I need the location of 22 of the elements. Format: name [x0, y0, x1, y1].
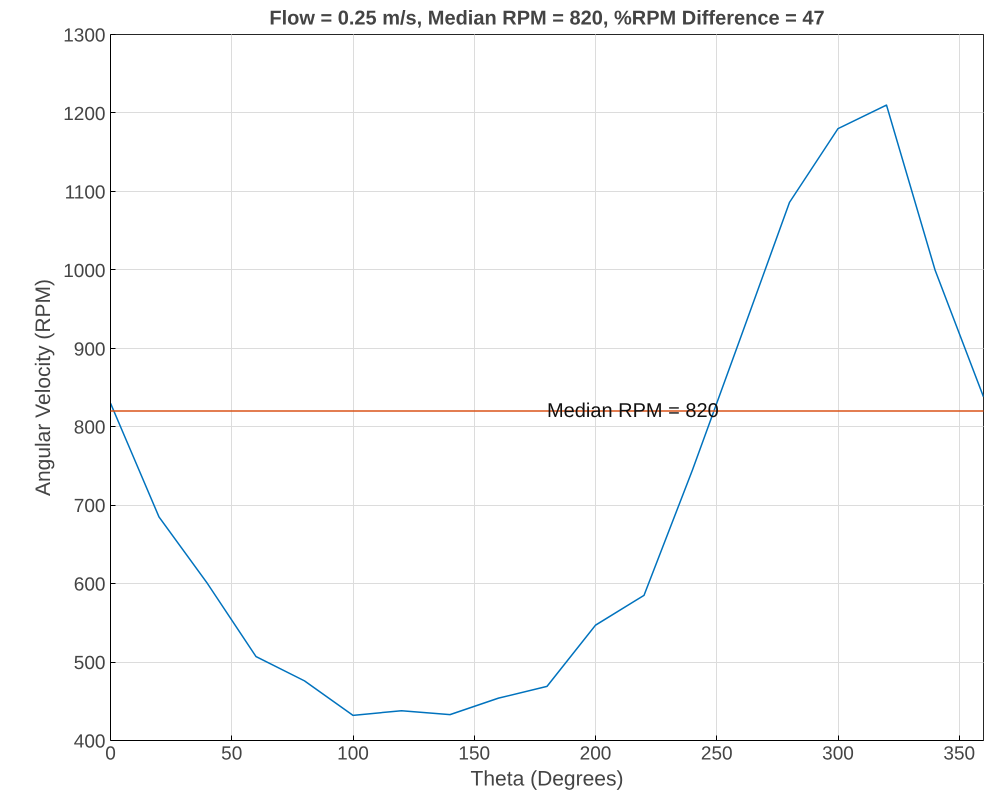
y-tick-label: 1000 [63, 260, 106, 282]
x-tick-label: 250 [700, 744, 733, 764]
y-tick-label: 1100 [64, 182, 106, 204]
x-tick-label: 150 [458, 744, 490, 764]
y-tick-label: 1300 [63, 26, 106, 46]
y-tick-label: 700 [74, 496, 106, 518]
x-tick-label: 350 [943, 744, 976, 764]
y-tick-label: 1200 [63, 104, 106, 125]
x-tick-label: 0 [105, 744, 116, 764]
chart-title: Flow = 0.25 m/s, Median RPM = 820, %RPM Difference = 47 [269, 8, 825, 30]
x-tick-label: 300 [822, 744, 854, 764]
y-tick-label: 900 [74, 339, 106, 360]
x-tick-label: 200 [580, 744, 612, 764]
y-tick-label: 500 [74, 653, 106, 674]
line-series [110, 104, 984, 716]
y-axis-title: Angular Velocity (RPM) [32, 278, 56, 496]
x-tick-label: 100 [337, 744, 369, 764]
y-tick-label: 600 [74, 574, 106, 596]
x-tick-label: 50 [221, 744, 242, 764]
y-tick-label: 800 [74, 418, 106, 439]
x-axis-title: Theta (Degrees) [470, 768, 624, 790]
y-tick-label: 400 [74, 732, 106, 752]
